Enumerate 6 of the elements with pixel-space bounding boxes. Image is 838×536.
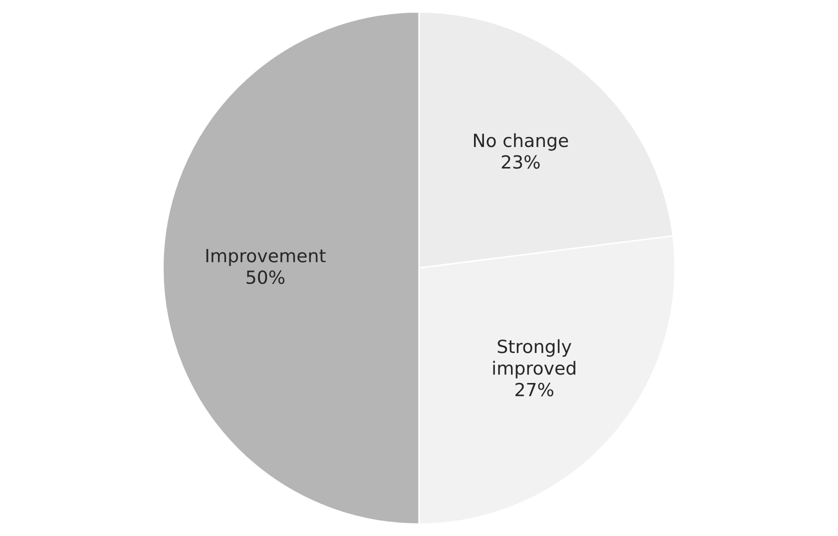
data-label: 27% (516, 382, 554, 396)
data-label: 23% (502, 155, 540, 169)
slice-label: Improvement (206, 249, 326, 266)
slice-label: Strongly improved (493, 339, 576, 378)
slice-label: No change (474, 133, 568, 151)
data-label: 50% (246, 270, 284, 284)
